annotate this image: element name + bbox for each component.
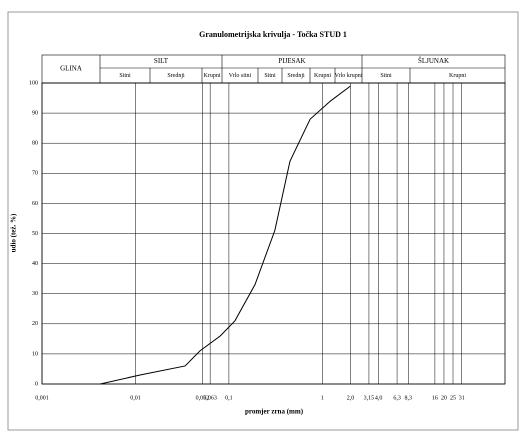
x-tick-label: 31 [459, 395, 465, 401]
y-tick-label: 0 [35, 381, 38, 387]
x-tick-label: 20 [441, 395, 447, 401]
header-sub: Krupni [314, 73, 331, 79]
header-group: ŠLJUNAK [418, 57, 449, 65]
x-axis-label: promjer zrna (mm) [245, 408, 304, 416]
header-group: PIJESAK [278, 57, 305, 65]
header-sub: Sitni [119, 73, 131, 79]
frame [7, 11, 519, 431]
x-tick-label: 3,15 [364, 395, 375, 401]
y-tick-label: 60 [32, 201, 38, 207]
y-axis-label: udio (tež. %) [10, 213, 18, 252]
header-sub: Vrlo krupni [335, 73, 363, 79]
header-sub: Sitni [380, 73, 392, 79]
y-tick-label: 90 [32, 110, 38, 116]
header-sub: Srednji [167, 73, 185, 79]
header-sub: Vrlo sitni [229, 73, 252, 79]
x-tick-label: 16 [432, 395, 438, 401]
header-sub: Srednji [287, 73, 305, 79]
header-sub: Sitni [264, 73, 276, 79]
y-tick-label: 40 [32, 261, 38, 267]
y-tick-label: 20 [32, 321, 38, 327]
y-tick-label: 70 [32, 171, 38, 177]
y-tick-label: 30 [32, 291, 38, 297]
x-tick-label: 8,3 [405, 395, 413, 401]
x-tick-label: 4,0 [375, 395, 383, 401]
header-group: GLINA [60, 65, 82, 73]
data-line [100, 85, 351, 385]
y-tick-label: 50 [32, 231, 38, 237]
y-tick-label: 80 [32, 141, 38, 147]
x-tick-label: 2,0 [347, 395, 355, 401]
x-tick-label: 6,3 [393, 395, 401, 401]
x-tick-label: 1 [321, 395, 324, 401]
x-tick-label: 0,001 [35, 395, 49, 401]
y-tick-label: 100 [29, 80, 38, 86]
y-tick-label: 10 [32, 351, 38, 357]
header-sub: Krupni [449, 73, 466, 79]
x-tick-label: 0,063 [203, 395, 217, 401]
header-group: SILT [154, 57, 169, 65]
x-tick-label: 0,01 [130, 395, 141, 401]
chart-title: Granulometrijska krivulja - Točka STUD 1 [199, 30, 347, 39]
x-tick-label: 0,1 [225, 395, 233, 401]
x-tick-label: 25 [450, 395, 456, 401]
x-tick-label: 0,052 [196, 395, 210, 401]
header-sub: Krupni [204, 73, 221, 79]
